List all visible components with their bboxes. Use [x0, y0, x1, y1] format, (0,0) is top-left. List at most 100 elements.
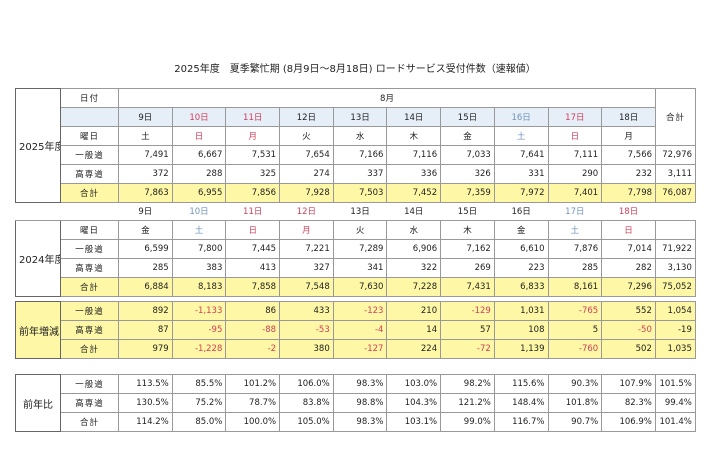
cell: 552 — [601, 301, 656, 321]
cell: 7,876 — [547, 239, 603, 259]
title: 2025年度 夏季繁忙期 (8月9日～8月18日) ロードサービス受付件数（速報… — [174, 64, 536, 75]
cell: 7,111 — [547, 145, 603, 165]
weekday-row: 2024年度 曜日金土日月火水木金土日 — [15, 220, 696, 297]
cell: 232 — [601, 164, 657, 184]
cell: 108 — [493, 320, 549, 340]
date: 16日 — [493, 107, 549, 127]
section-label: 前年比 — [15, 374, 61, 432]
cell: 282 — [601, 258, 656, 278]
cell: 274 — [279, 164, 334, 184]
row-label: 高専道 — [60, 320, 119, 340]
date: 11日 — [225, 107, 281, 127]
cell: 103.1% — [386, 412, 442, 432]
cell: 7,359 — [440, 183, 495, 203]
cell: 98.3% — [332, 412, 388, 432]
row-total: 75,052 — [654, 277, 696, 297]
total-header: 合計 — [655, 88, 697, 146]
table-2024: 9日 10日 11日 12日 13日 14日 15日 16日 17日 18日 2024年度 曜日金土日… — [15, 202, 696, 297]
cell: 121.2% — [440, 393, 495, 413]
cell: 7,228 — [386, 277, 442, 297]
weekday: 土 — [547, 220, 603, 240]
cell: -127 — [332, 339, 388, 359]
cell: 288 — [171, 164, 227, 184]
weekday: 土 — [118, 126, 173, 146]
cell: 7,431 — [440, 277, 495, 297]
date: 15日 — [440, 202, 495, 221]
data-row: 高専道 372 288 325 274 337 336 326 331 290 232 3,111 — [16, 164, 697, 184]
date: 10日 — [172, 202, 226, 221]
date: 9日 — [118, 107, 173, 127]
cell: 210 — [386, 301, 442, 321]
cell: 99.0% — [440, 412, 495, 432]
weekday: 火 — [332, 220, 388, 240]
data-row: 前年増減 一般道 892 -1,133 86 433 -123 210 -129 1,031 -76… — [15, 301, 696, 359]
cell: 7,116 — [386, 145, 442, 165]
cell: -765 — [547, 301, 603, 321]
cell: 98.8% — [332, 393, 388, 413]
row-label: 一般道 — [60, 145, 119, 165]
cell: 6,599 — [118, 239, 173, 259]
cell: 78.7% — [225, 393, 281, 413]
row-label: 高専道 — [60, 258, 119, 278]
cell: 7,221 — [279, 239, 334, 259]
cell: 85.5% — [171, 374, 227, 394]
cell: 114.2% — [118, 412, 173, 432]
cell: 57 — [440, 320, 495, 340]
cell: 5 — [547, 320, 603, 340]
weekday: 土 — [493, 126, 549, 146]
date: 17日 — [548, 202, 602, 221]
table-ratio: 前年比 一般道 113.5% 85.5% 101.2% 106.0% 98.3% 103.0%… — [15, 374, 696, 432]
row-label: 合計 — [60, 412, 119, 432]
cell: 6,884 — [118, 277, 173, 297]
weekday: 月 — [601, 126, 657, 146]
cell: 326 — [440, 164, 495, 184]
row-total: -19 — [654, 320, 696, 340]
cell: 98.3% — [332, 374, 388, 394]
cell: 327 — [279, 258, 334, 278]
date: 18日 — [601, 107, 657, 127]
cell: 337 — [332, 164, 388, 184]
cell: 106.9% — [601, 412, 656, 432]
cell: 285 — [547, 258, 603, 278]
cell: 7,863 — [118, 183, 173, 203]
date: 14日 — [386, 202, 441, 221]
row-total: 71,922 — [654, 239, 696, 259]
cell: 322 — [386, 258, 442, 278]
row-total: 99.4% — [654, 393, 696, 413]
weekday: 月 — [225, 126, 281, 146]
cell: 331 — [493, 164, 549, 184]
cell: 413 — [225, 258, 281, 278]
data-row: 高専道 285 383 413 327 341 322 269 223 285 282 3,130 — [16, 258, 696, 278]
cell: 7,798 — [601, 183, 657, 203]
cell: 82.3% — [601, 393, 656, 413]
row-label: 一般道 — [60, 301, 119, 321]
cell: 90.3% — [547, 374, 603, 394]
cell: 6,667 — [171, 145, 227, 165]
weekday: 水 — [386, 220, 442, 240]
cell: 7,289 — [332, 239, 388, 259]
row-total: 72,976 — [655, 145, 697, 165]
cell: 1,139 — [493, 339, 549, 359]
cell: 7,972 — [493, 183, 549, 203]
cell: 7,162 — [440, 239, 495, 259]
cell: 223 — [493, 258, 549, 278]
data-row: 合計 7,863 6,955 7,856 7,928 7,503 7,452 7,359 7,9… — [16, 183, 697, 203]
cell: 383 — [171, 258, 227, 278]
row-label: 合計 — [60, 183, 119, 203]
cell: 7,531 — [225, 145, 281, 165]
cell: 290 — [547, 164, 603, 184]
date: 12日 — [279, 202, 334, 221]
cell: 7,503 — [332, 183, 388, 203]
cell: -53 — [279, 320, 334, 340]
weekday: 金 — [118, 220, 173, 240]
cell: 115.6% — [493, 374, 549, 394]
cell: -4 — [332, 320, 388, 340]
cell: 106.0% — [279, 374, 334, 394]
date-header: 日付 — [60, 88, 119, 108]
cell: 7,166 — [332, 145, 388, 165]
cell: 380 — [279, 339, 334, 359]
data-row: 一般道 6,599 7,800 7,445 7,221 7,289 6,906 7,162 6,… — [16, 239, 696, 259]
cell: -760 — [547, 339, 603, 359]
row-label: 合計 — [60, 277, 119, 297]
